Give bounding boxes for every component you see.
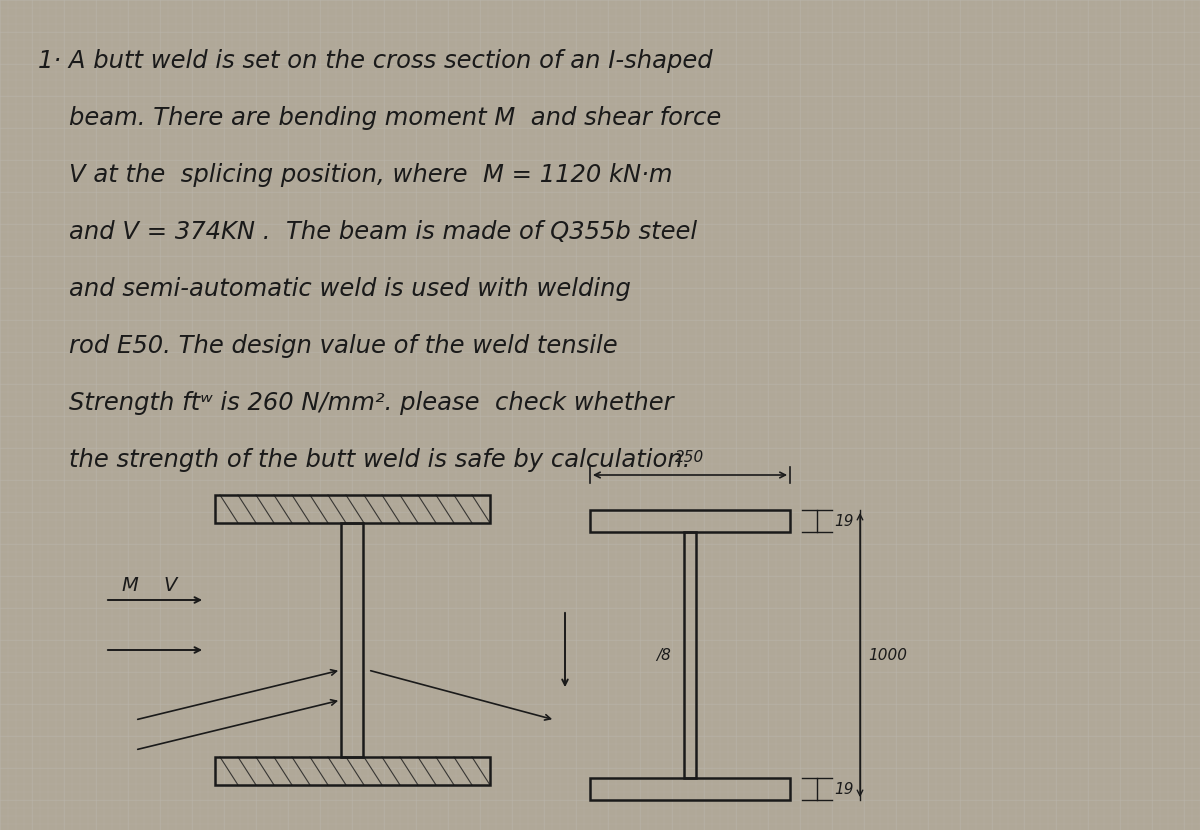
Text: 19: 19 [834, 782, 853, 797]
Bar [215, 495, 490, 523]
Text: and semi-automatic weld is used with welding: and semi-automatic weld is used with wel… [38, 277, 631, 301]
Bar [341, 523, 364, 757]
Bar [590, 778, 790, 800]
Text: V at the  splicing position, where  M = 1120 kN·m: V at the splicing position, where M = 11… [38, 163, 672, 187]
Text: /8: /8 [656, 647, 671, 662]
Text: the strength of the butt weld is safe by calculation.: the strength of the butt weld is safe by… [38, 448, 690, 472]
Bar [684, 532, 696, 778]
Bar [215, 757, 490, 785]
Text: 19: 19 [834, 514, 853, 529]
Text: 1· A butt weld is set on the cross section of an I-shaped: 1· A butt weld is set on the cross secti… [38, 49, 713, 73]
Text: 250: 250 [676, 450, 704, 465]
Text: M: M [121, 575, 138, 594]
Text: 1000: 1000 [868, 647, 907, 662]
Text: V: V [163, 575, 176, 594]
Text: rod E50. The design value of the weld tensile: rod E50. The design value of the weld te… [38, 334, 618, 358]
Text: beam. There are bending moment M  and shear force: beam. There are bending moment M and she… [38, 106, 721, 130]
Bar [590, 510, 790, 532]
Text: and V = 374KN .  The beam is made of Q355b steel: and V = 374KN . The beam is made of Q355… [38, 220, 697, 244]
Text: Strength ftʷ is 260 N/mm². please  check whether: Strength ftʷ is 260 N/mm². please check … [38, 391, 673, 415]
